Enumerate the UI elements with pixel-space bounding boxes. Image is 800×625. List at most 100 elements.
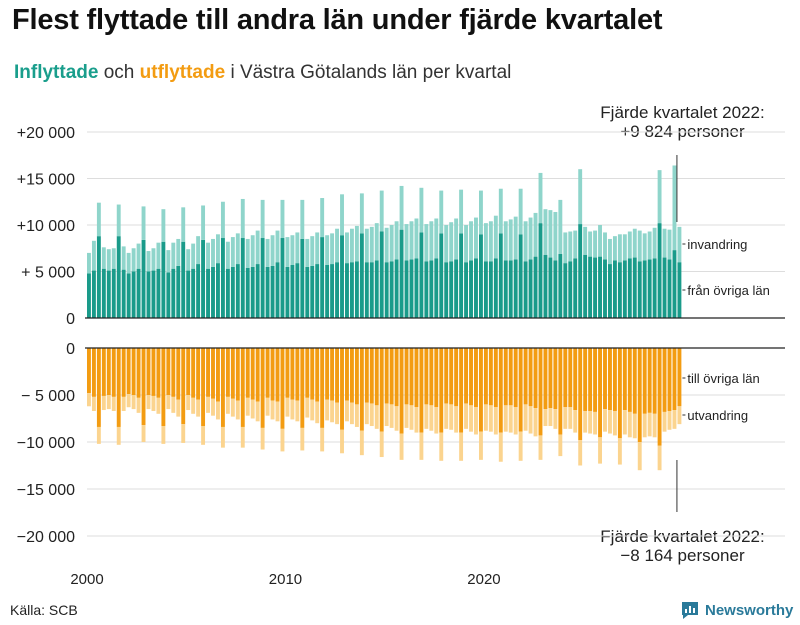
bar-till-ovriga-lan — [598, 348, 602, 438]
bar-invandring — [216, 234, 220, 264]
bar-invandring — [459, 189, 464, 234]
bar-utvandring — [295, 400, 300, 422]
bar-invandring — [374, 223, 379, 261]
bar-utvandring — [538, 435, 543, 460]
bar-fran-ovriga-lan — [116, 236, 121, 318]
bar-invandring — [404, 224, 409, 261]
bar-invandring — [603, 232, 607, 260]
bar-utvandring — [493, 407, 498, 435]
bar-utvandring — [548, 408, 553, 427]
bar-invandring — [508, 219, 513, 261]
bar-invandring — [335, 228, 339, 263]
bar-till-ovriga-lan — [538, 348, 543, 436]
bar-till-ovriga-lan — [622, 348, 627, 411]
bar-till-ovriga-lan — [632, 348, 637, 414]
bar-fran-ovriga-lan — [588, 256, 593, 318]
bar-utvandring — [523, 404, 528, 431]
bar-invandring — [548, 210, 553, 258]
bar-invandring — [384, 227, 389, 263]
bar-till-ovriga-lan — [459, 348, 464, 433]
x-tick-label: 2000 — [70, 571, 103, 588]
bar-fran-ovriga-lan — [553, 260, 558, 318]
subtitle-inflyttade: Inflyttade — [14, 62, 99, 83]
bar-fran-ovriga-lan — [216, 263, 220, 318]
bar-fran-ovriga-lan — [300, 238, 305, 318]
bar-invandring — [523, 221, 528, 262]
bar-fran-ovriga-lan — [225, 268, 230, 318]
bar-till-ovriga-lan — [379, 348, 384, 432]
bar-till-ovriga-lan — [439, 348, 444, 433]
bar-till-ovriga-lan — [260, 348, 265, 428]
bar-utvandring — [632, 413, 637, 439]
bar-utvandring — [265, 397, 270, 416]
bar-utvandring — [340, 429, 344, 454]
bar-invandring — [513, 216, 518, 260]
bar-fran-ovriga-lan — [345, 263, 349, 318]
bar-fran-ovriga-lan — [454, 259, 459, 318]
bar-till-ovriga-lan — [394, 348, 399, 407]
bar-utvandring — [300, 427, 305, 451]
bar-utvandring — [573, 410, 578, 433]
bar-utvandring — [449, 404, 454, 430]
bar-invandring — [290, 235, 295, 265]
bar-utvandring — [250, 399, 255, 419]
bar-utvandring — [483, 404, 488, 431]
bar-invandring — [315, 232, 320, 265]
bar-till-ovriga-lan — [518, 348, 523, 432]
bar-invandring — [220, 201, 225, 239]
bar-till-ovriga-lan — [642, 348, 647, 414]
bar-invandring — [186, 249, 191, 271]
bar-utvandring — [513, 407, 518, 435]
bar-till-ovriga-lan — [662, 348, 667, 412]
bar-till-ovriga-lan — [677, 348, 682, 407]
bar-fran-ovriga-lan — [528, 259, 533, 318]
bar-fran-ovriga-lan — [206, 268, 210, 318]
bar-fran-ovriga-lan — [632, 257, 637, 318]
bar-utvandring — [156, 397, 161, 414]
bar-invandring — [131, 248, 136, 272]
bar-invandring — [206, 242, 210, 269]
bar-utvandring — [409, 405, 414, 430]
bar-utvandring — [131, 395, 136, 410]
bar-invandring — [449, 222, 454, 262]
bar-till-ovriga-lan — [121, 348, 126, 397]
bar-till-ovriga-lan — [374, 348, 379, 406]
bar-till-ovriga-lan — [474, 348, 478, 408]
bar-utvandring — [662, 411, 667, 432]
bar-till-ovriga-lan — [116, 348, 121, 427]
bar-fran-ovriga-lan — [657, 223, 662, 318]
bar-utvandring — [637, 442, 642, 471]
bar-fran-ovriga-lan — [558, 253, 563, 318]
bar-utvandring — [201, 426, 206, 445]
bar-fran-ovriga-lan — [295, 263, 300, 318]
bar-invandring — [583, 226, 588, 255]
bar-till-ovriga-lan — [488, 348, 493, 406]
bar-invandring — [181, 207, 186, 242]
bar-fran-ovriga-lan — [389, 261, 394, 318]
bar-utvandring — [553, 409, 558, 429]
bar-utvandring — [111, 396, 116, 411]
bar-invandring — [518, 188, 523, 235]
bar-fran-ovriga-lan — [126, 273, 131, 318]
bar-utvandring — [647, 412, 652, 437]
bar-fran-ovriga-lan — [627, 258, 632, 318]
bar-fran-ovriga-lan — [523, 261, 528, 318]
bar-till-ovriga-lan — [136, 348, 141, 398]
bar-fran-ovriga-lan — [310, 265, 315, 318]
bar-till-ovriga-lan — [340, 348, 344, 430]
bar-invandring — [345, 232, 349, 264]
bar-fran-ovriga-lan — [87, 273, 91, 318]
bar-fran-ovriga-lan — [449, 261, 454, 318]
bar-invandring — [330, 233, 335, 265]
bar-fran-ovriga-lan — [518, 234, 523, 318]
bar-invandring — [642, 233, 647, 261]
bar-invandring — [503, 221, 508, 261]
bar-invandring — [146, 251, 151, 272]
bar-fran-ovriga-lan — [404, 260, 409, 318]
bar-invandring — [672, 165, 677, 251]
series-label-fran-ovriga-lan: från övriga län — [687, 283, 769, 298]
bar-fran-ovriga-lan — [503, 260, 508, 318]
bar-fran-ovriga-lan — [578, 224, 583, 318]
bar-fran-ovriga-lan — [315, 264, 320, 318]
